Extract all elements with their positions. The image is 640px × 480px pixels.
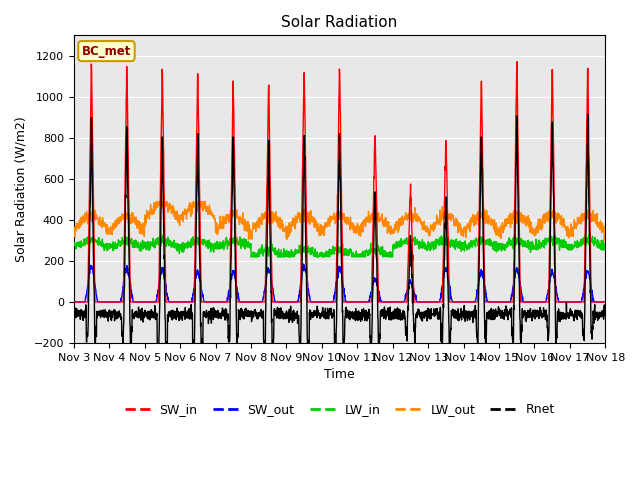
Text: BC_met: BC_met <box>82 45 131 58</box>
Y-axis label: Solar Radiation (W/m2): Solar Radiation (W/m2) <box>15 116 28 262</box>
Title: Solar Radiation: Solar Radiation <box>282 15 397 30</box>
X-axis label: Time: Time <box>324 368 355 381</box>
Legend: SW_in, SW_out, LW_in, LW_out, Rnet: SW_in, SW_out, LW_in, LW_out, Rnet <box>120 398 559 421</box>
